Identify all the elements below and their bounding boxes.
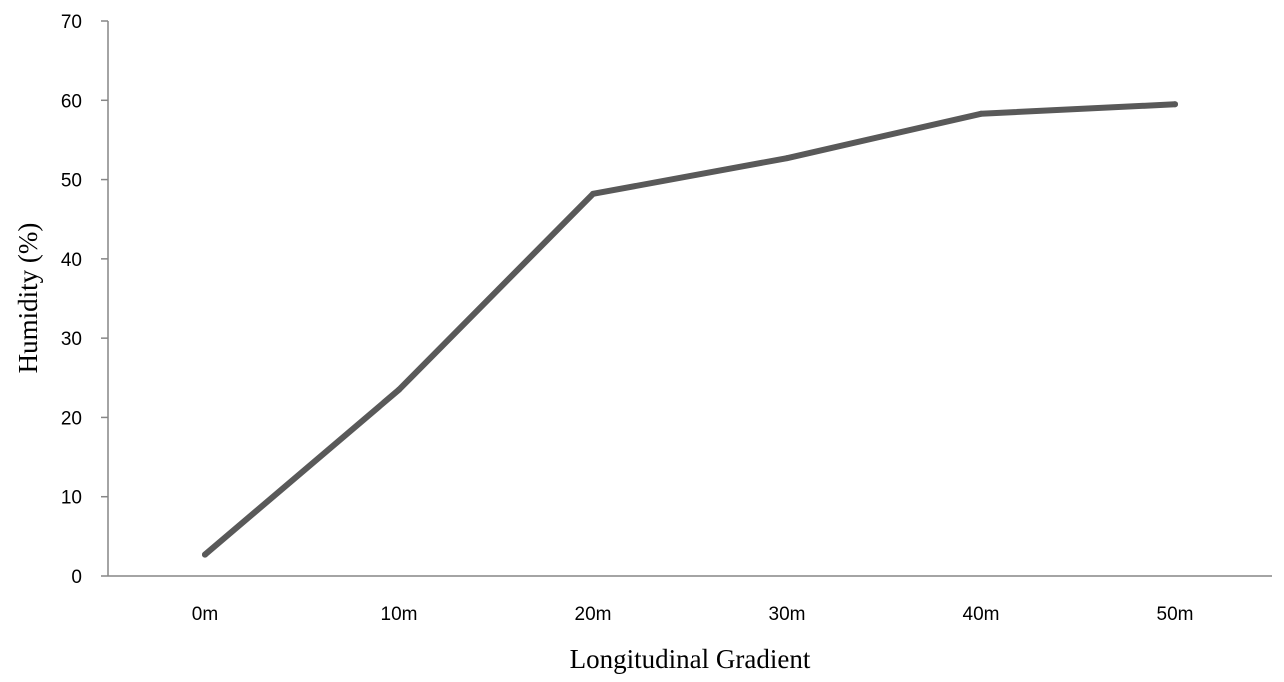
x-tick-label: 30m [769,604,806,625]
y-tick-label: 0 [71,567,82,588]
y-tick-label: 70 [61,12,82,33]
data-point [978,110,984,117]
y-tick-label: 10 [61,488,82,509]
x-axis: 0m 10m 20m 30m 40m 50m [108,575,1272,625]
data-point [784,155,790,162]
series-layer [202,101,1178,558]
y-axis-title: Humidity (%) [13,223,43,374]
x-tick-label: 10m [381,604,418,625]
data-point [590,190,596,197]
y-axis: 0 10 20 30 40 50 60 70 [61,12,109,588]
x-tick-label: 50m [1157,604,1194,625]
data-point [1172,101,1178,108]
y-tick-label: 50 [61,171,82,192]
y-tick-label: 40 [61,250,82,271]
x-tick-label: 20m [575,604,612,625]
x-axis-title: Longitudinal Gradient [570,644,811,674]
y-tick-label: 20 [61,408,82,429]
x-tick-label: 40m [963,604,1000,625]
series-line [202,101,1178,558]
y-tick-label: 30 [61,329,82,350]
data-point [202,551,208,558]
x-tick-label: 0m [192,604,218,625]
data-point [396,386,402,393]
y-tick-label: 60 [61,91,82,112]
